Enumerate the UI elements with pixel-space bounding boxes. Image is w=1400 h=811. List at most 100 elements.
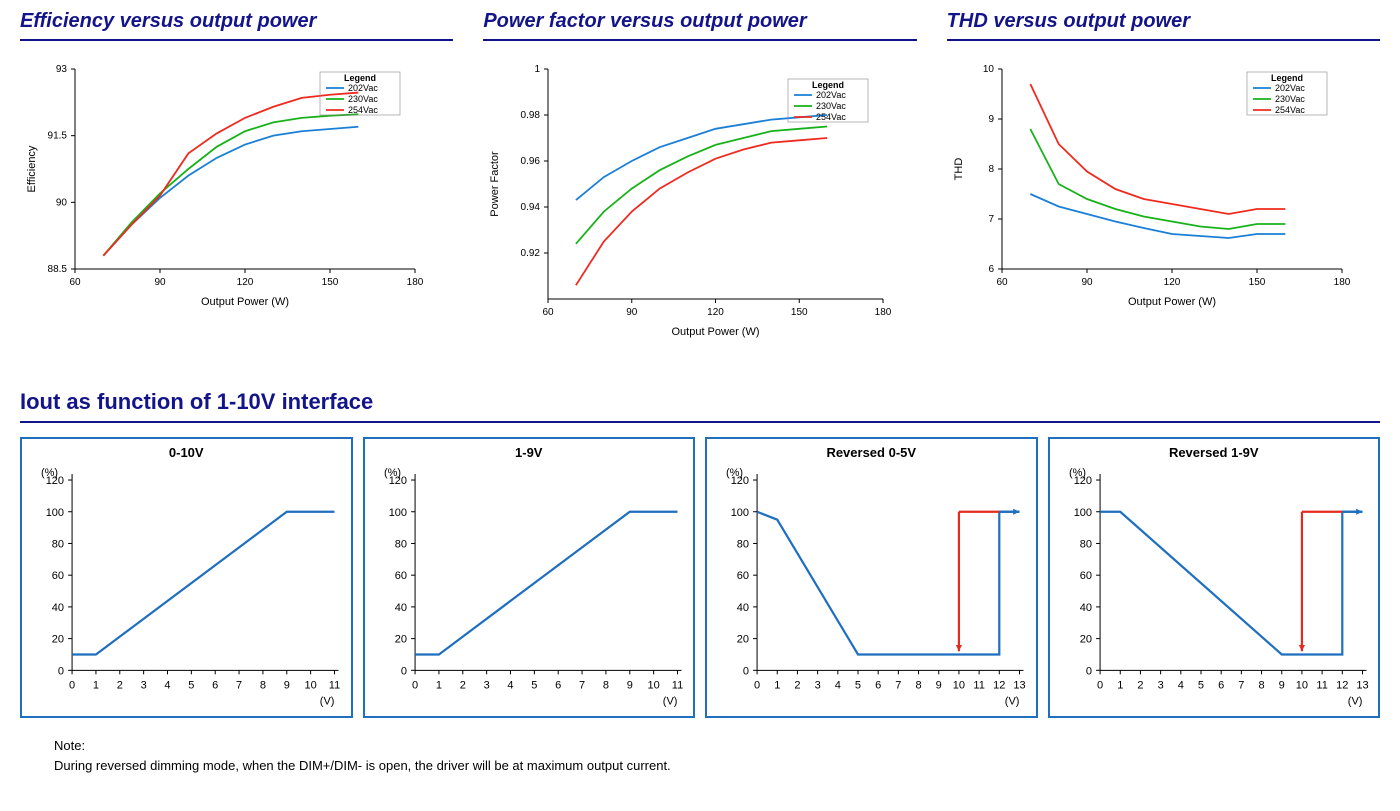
powerfactor-title: Power factor versus output power xyxy=(483,10,916,41)
svg-text:10: 10 xyxy=(1295,679,1307,691)
svg-text:9: 9 xyxy=(626,679,632,691)
svg-text:0: 0 xyxy=(754,679,760,691)
svg-text:20: 20 xyxy=(52,634,64,646)
svg-text:2: 2 xyxy=(794,679,800,691)
svg-text:60: 60 xyxy=(1079,570,1091,582)
svg-text:0.92: 0.92 xyxy=(521,248,541,259)
svg-text:Output Power (W): Output Power (W) xyxy=(1128,296,1216,308)
svg-text:202Vac: 202Vac xyxy=(348,83,378,93)
thd-chart-mount: 6090120150180678910Output Power (W)THDLe… xyxy=(947,49,1380,349)
powerfactor-chart-mount: 60901201501800.920.940.960.981Output Pow… xyxy=(483,49,916,349)
svg-text:11: 11 xyxy=(973,679,984,691)
svg-text:3: 3 xyxy=(483,679,489,691)
svg-text:5: 5 xyxy=(188,679,194,691)
powerfactor-chart-block: Power factor versus output power 60 90 120… xyxy=(483,10,916,349)
svg-text:Power Factor: Power Factor xyxy=(489,151,501,217)
svg-text:9: 9 xyxy=(284,679,290,691)
svg-text:13: 13 xyxy=(1356,679,1368,691)
svg-text:Legend: Legend xyxy=(812,80,844,90)
svg-text:180: 180 xyxy=(1333,277,1350,288)
svg-text:1: 1 xyxy=(535,64,541,75)
svg-text:5: 5 xyxy=(1197,679,1203,691)
svg-text:100: 100 xyxy=(46,507,64,519)
svg-text:230Vac: 230Vac xyxy=(1275,94,1305,104)
svg-text:11: 11 xyxy=(1316,679,1327,691)
svg-text:180: 180 xyxy=(875,307,892,318)
svg-text:90: 90 xyxy=(154,277,166,288)
svg-text:6: 6 xyxy=(875,679,881,691)
iout-panel-title: Reversed 1-9V xyxy=(1054,445,1375,460)
svg-text:20: 20 xyxy=(1079,634,1091,646)
svg-text:120: 120 xyxy=(707,307,724,318)
svg-text:10: 10 xyxy=(305,679,317,691)
iout-panel-1: 1-9V(%)02040608010012001234567891011(V) xyxy=(363,437,696,718)
svg-text:60: 60 xyxy=(543,307,555,318)
svg-text:0: 0 xyxy=(58,665,64,677)
svg-text:90: 90 xyxy=(56,197,68,208)
svg-text:1: 1 xyxy=(435,679,441,691)
svg-text:2: 2 xyxy=(1137,679,1143,691)
svg-text:60: 60 xyxy=(996,277,1008,288)
efficiency-chart-mount: 609012015018088.59091.593Output Power (W… xyxy=(20,49,453,349)
svg-text:7: 7 xyxy=(988,214,994,225)
svg-text:8: 8 xyxy=(260,679,266,691)
thd-chart-block: THD versus output power 6090120150180678… xyxy=(947,10,1380,349)
svg-text:1: 1 xyxy=(93,679,99,691)
iout-panel-2: Reversed 0-5V(%)020406080100120012345678… xyxy=(705,437,1038,718)
svg-text:20: 20 xyxy=(737,634,749,646)
svg-text:100: 100 xyxy=(1073,507,1091,519)
svg-text:80: 80 xyxy=(52,538,64,550)
svg-text:11: 11 xyxy=(671,679,682,691)
efficiency-chart-block: Efficiency versus output power 609012015… xyxy=(20,10,453,349)
efficiency-title: Efficiency versus output power xyxy=(20,10,453,41)
svg-text:2: 2 xyxy=(459,679,465,691)
iout-note: Note: During reversed dimming mode, when… xyxy=(54,736,1380,775)
svg-text:0.96: 0.96 xyxy=(521,156,541,167)
svg-text:(V): (V) xyxy=(1005,695,1020,707)
svg-text:11: 11 xyxy=(329,679,340,691)
svg-text:0: 0 xyxy=(69,679,75,691)
svg-text:0.94: 0.94 xyxy=(521,202,541,213)
svg-text:60: 60 xyxy=(394,570,406,582)
svg-text:Output Power (W): Output Power (W) xyxy=(201,296,289,308)
svg-text:4: 4 xyxy=(164,679,170,691)
svg-text:80: 80 xyxy=(1079,538,1091,550)
iout-section-title: Iout as function of 1-10V interface xyxy=(20,389,1380,423)
svg-text:40: 40 xyxy=(737,602,749,614)
svg-text:120: 120 xyxy=(237,277,254,288)
svg-text:0: 0 xyxy=(400,665,406,677)
svg-text:6: 6 xyxy=(988,264,994,275)
svg-text:6: 6 xyxy=(1218,679,1224,691)
svg-text:0: 0 xyxy=(1085,665,1091,677)
svg-text:7: 7 xyxy=(578,679,584,691)
iout-panel-0: 0-10V(%)02040608010012001234567891011(V) xyxy=(20,437,353,718)
svg-text:0: 0 xyxy=(412,679,418,691)
svg-text:20: 20 xyxy=(394,634,406,646)
iout-panel-3: Reversed 1-9V(%)020406080100120012345678… xyxy=(1048,437,1381,718)
svg-text:9: 9 xyxy=(936,679,942,691)
svg-text:7: 7 xyxy=(236,679,242,691)
svg-text:3: 3 xyxy=(1157,679,1163,691)
svg-text:40: 40 xyxy=(52,602,64,614)
svg-text:5: 5 xyxy=(855,679,861,691)
svg-text:40: 40 xyxy=(394,602,406,614)
svg-text:120: 120 xyxy=(388,475,406,487)
svg-text:0: 0 xyxy=(1097,679,1103,691)
svg-text:254Vac: 254Vac xyxy=(348,105,378,115)
svg-text:7: 7 xyxy=(1238,679,1244,691)
svg-text:150: 150 xyxy=(1248,277,1265,288)
svg-text:4: 4 xyxy=(507,679,513,691)
svg-text:(V): (V) xyxy=(1347,695,1362,707)
svg-text:9: 9 xyxy=(1278,679,1284,691)
svg-text:60: 60 xyxy=(69,277,81,288)
svg-text:254Vac: 254Vac xyxy=(816,112,846,122)
svg-text:120: 120 xyxy=(1073,475,1091,487)
svg-text:8: 8 xyxy=(915,679,921,691)
svg-text:1: 1 xyxy=(774,679,780,691)
svg-text:12: 12 xyxy=(993,679,1005,691)
svg-text:254Vac: 254Vac xyxy=(1275,105,1305,115)
svg-text:93: 93 xyxy=(56,64,68,75)
svg-text:90: 90 xyxy=(627,307,639,318)
svg-text:3: 3 xyxy=(141,679,147,691)
svg-text:0: 0 xyxy=(743,665,749,677)
